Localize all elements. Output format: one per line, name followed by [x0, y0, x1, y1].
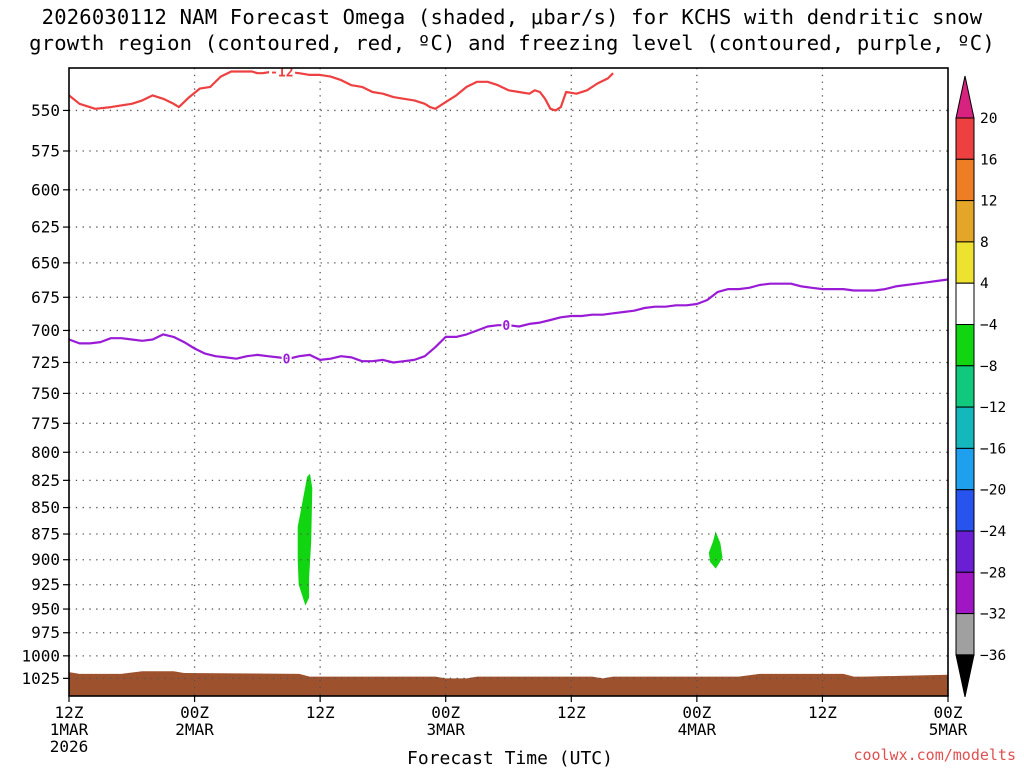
- y-tick-label: 975: [31, 623, 60, 642]
- x-axis-label: Forecast Time (UTC): [407, 748, 613, 768]
- contour-line-1: [69, 70, 614, 112]
- y-tick-label: 825: [31, 471, 60, 490]
- colorbar-label: −36: [980, 648, 1006, 664]
- y-tick-label: 675: [31, 288, 60, 307]
- y-tick-label: 775: [31, 414, 60, 433]
- y-tick-label: 725: [31, 353, 60, 372]
- y-tick-label: 925: [31, 575, 60, 594]
- colorbar-label: 16: [980, 152, 997, 168]
- colorbar-label: −4: [980, 318, 998, 334]
- x-tick-label: 00Z: [431, 703, 460, 722]
- y-tick-label: 600: [31, 180, 60, 199]
- x-tick-label: 5MAR: [929, 720, 968, 739]
- colorbar-label: −12: [980, 400, 1006, 416]
- colorbar-bin: [955, 613, 975, 656]
- y-tick-label: 700: [31, 321, 60, 340]
- colorbar-bin: [955, 489, 975, 532]
- y-tick-label: 1000: [21, 646, 60, 665]
- x-tick-label: 3MAR: [426, 720, 465, 739]
- x-tick-label: 12Z: [808, 703, 837, 722]
- colorbar-bin: [955, 158, 975, 202]
- y-tick-label: 650: [31, 253, 60, 272]
- x-tick-label: 12Z: [557, 703, 586, 722]
- colorbar-label: −8: [980, 359, 997, 375]
- colorbar-bin: [955, 447, 975, 491]
- grid-layer: [69, 68, 948, 696]
- colorbar-label: −20: [980, 483, 1006, 499]
- colorbar-label: 20: [980, 111, 997, 127]
- contour-label-2-1: 0: [283, 353, 291, 368]
- colorbar-label: −24: [980, 524, 1006, 540]
- plot-frame: [68, 67, 949, 697]
- x-tick-label: 00Z: [180, 703, 209, 722]
- chart-title: 2026030112 NAM Forecast Omega (shaded, μ…: [0, 4, 1024, 56]
- x-tick-label: 00Z: [934, 703, 963, 722]
- credit-text: coolwx.com/modelts: [853, 746, 1016, 764]
- omega-shading-layer: [297, 473, 723, 606]
- omega-region-2: [708, 531, 723, 569]
- colorbar-label: −32: [980, 607, 1006, 623]
- y-tick-label: 875: [31, 525, 60, 544]
- y-tick-label: 550: [31, 101, 60, 120]
- colorbar-bin: [955, 324, 975, 367]
- colorbar-bin: [955, 117, 975, 160]
- y-tick-label: 950: [31, 600, 60, 619]
- y-tick-label: 800: [31, 443, 60, 462]
- colorbar-label: −16: [980, 441, 1006, 457]
- colorbar: 20 16 12 8 4 −4 −8 −12 −16 −20 −24 −28 −32 −36: [955, 75, 1006, 698]
- y-tick-label: 575: [31, 141, 60, 160]
- contour-label-1-1: -12: [270, 65, 293, 80]
- y-tick-label: 900: [31, 550, 60, 569]
- colorbar-bin: [955, 365, 975, 408]
- x-tick-label: 1MAR: [50, 720, 89, 739]
- contour-label-bg: [281, 351, 292, 366]
- y-tick-label: 1025: [21, 669, 60, 688]
- x-tick-label: 2MAR: [175, 720, 214, 739]
- omega-region-1: [297, 473, 313, 606]
- x-tick-label: 00Z: [682, 703, 711, 722]
- chart-title-line2: growth region (contoured, red, ºC) and f…: [29, 31, 995, 55]
- colorbar-bin: [955, 282, 975, 326]
- y-tick-label: 850: [31, 498, 60, 517]
- contour-label-2-2: 0: [502, 319, 510, 334]
- x-tick-label: 12Z: [55, 703, 84, 722]
- contour-label-bg: [269, 68, 296, 79]
- colorbar-bin: [955, 406, 975, 449]
- colorbar-label: 4: [980, 276, 989, 292]
- axes-layer: 550 575 600 625 650 675 700 725 750 775 800 825 850 8…: [21, 67, 968, 756]
- contour-label-bg: [501, 318, 512, 333]
- chart-title-line1: 2026030112 NAM Forecast Omega (shaded, μ…: [41, 5, 983, 29]
- terrain-layer: [69, 671, 948, 696]
- x-tick-label: 12Z: [306, 703, 335, 722]
- colorbar-bin: [955, 530, 975, 573]
- y-tick-label: 625: [31, 218, 60, 237]
- contour-layer: -12 0 0: [69, 65, 948, 368]
- colorbar-label: −28: [980, 565, 1006, 581]
- y-tick-label: 750: [31, 384, 60, 403]
- colorbar-label: 12: [980, 194, 997, 210]
- colorbar-bin: [955, 571, 975, 615]
- colorbar-top-arrow: [955, 75, 975, 119]
- terrain-fill: [69, 671, 948, 696]
- colorbar-bin: [955, 241, 975, 284]
- x-tick-label: 2026: [50, 737, 89, 756]
- x-tick-label: 4MAR: [678, 720, 717, 739]
- colorbar-bottom-arrow: [955, 654, 975, 698]
- colorbar-label: 8: [980, 235, 989, 251]
- colorbar-bin: [955, 200, 975, 243]
